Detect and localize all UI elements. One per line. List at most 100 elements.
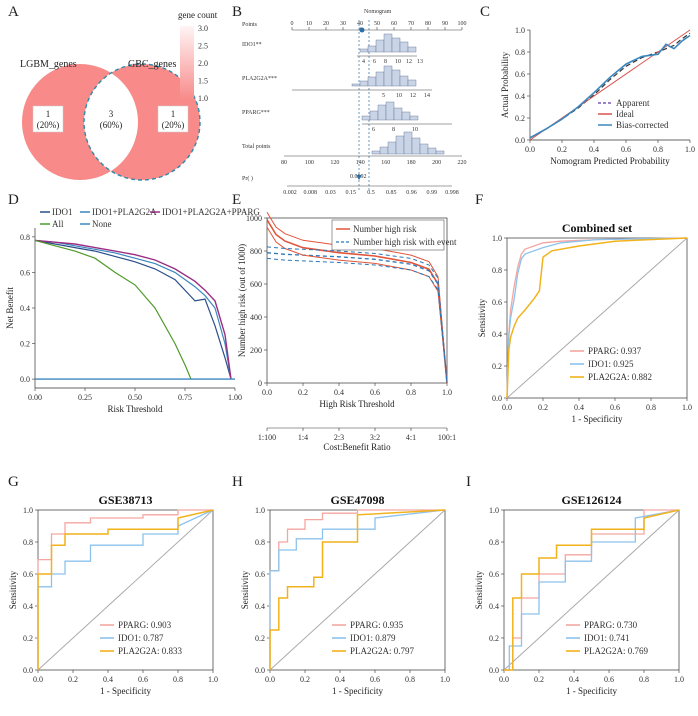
roc-plot-gse38713: 0.0 0.2 0.4 0.6 0.8 1.0 0.0 0.2 0.4 0.6 0.8 1.0 1 - … bbox=[8, 493, 218, 696]
y-tick-label: 0.4 bbox=[23, 602, 33, 611]
y-tick-label: 0.2 bbox=[23, 634, 33, 643]
points-tick-label: 10 bbox=[306, 21, 312, 27]
venn-region-count: 1 bbox=[46, 109, 51, 119]
histogram-bar bbox=[419, 143, 429, 155]
x-tick-label: 0.2 bbox=[68, 675, 78, 684]
prob-tick-label: 0.5 bbox=[367, 190, 375, 196]
y-tick-label: 0.4 bbox=[515, 92, 525, 101]
panel-i: I 0.0 0.2 0.4 0.6 0.8 1.0 0.0 0.2 0.4 0.6 0.8 1.0 1 … bbox=[466, 470, 698, 716]
y-tick-label: 0.8 bbox=[515, 48, 525, 57]
total-tick-label: 200 bbox=[432, 160, 441, 166]
y-tick-label: 1000 bbox=[246, 214, 262, 223]
legend-tick-label: 1.5 bbox=[198, 77, 208, 86]
y-tick-label: 1.0 bbox=[515, 26, 525, 35]
x-tick-label: 0.8 bbox=[173, 675, 183, 684]
histogram-bar bbox=[383, 33, 393, 53]
ido1-tick-label: 8 bbox=[384, 59, 387, 65]
venn-set-label-gbc: GBC_genes bbox=[128, 59, 176, 70]
histogram-bar bbox=[387, 141, 397, 155]
y-tick-label: 0.0 bbox=[515, 136, 525, 145]
x-tick-label: 0.4 bbox=[589, 145, 599, 154]
series-line-pparg bbox=[506, 237, 688, 399]
x-tick-label: 0.0 bbox=[265, 675, 275, 684]
x-tick-label: 0.0 bbox=[33, 675, 43, 684]
prob-tick-label: 0.96 bbox=[406, 190, 417, 196]
venn-region-count: 1 bbox=[171, 109, 176, 119]
points-tick-label: 70 bbox=[408, 21, 414, 27]
points-tick-label: 60 bbox=[391, 21, 397, 27]
legend-label: PLA2G2A: 0.833 bbox=[118, 646, 183, 656]
x-axis-label: 1 - Specificity bbox=[332, 686, 383, 696]
calibration-plot: 0.0 0.2 0.4 0.6 0.8 1.0 0.0 0.2 0.4 0.6 0.8 1.0 Nomo… bbox=[500, 26, 695, 166]
y-tick-label: 0.6 bbox=[255, 570, 265, 579]
x-tick-label: 0.2 bbox=[300, 675, 310, 684]
x-tick-label: 1.0 bbox=[440, 675, 450, 684]
legend-label: IDO1: 0.787 bbox=[118, 633, 164, 643]
legend-tick-label: 3.0 bbox=[198, 24, 208, 33]
series-line-ido1 bbox=[269, 509, 446, 670]
roc-plot-gse126124: 0.0 0.2 0.4 0.6 0.8 1.0 0.0 0.2 0.4 0.6 0.8 1.0 1 - … bbox=[474, 493, 684, 696]
total-tick-label: 100 bbox=[305, 160, 314, 166]
histogram-bar bbox=[359, 80, 369, 87]
x-tick-label: 0.6 bbox=[604, 675, 614, 684]
y-tick-label: 0.4 bbox=[20, 304, 30, 313]
x-axis-label: Nomogram Predicted Probability bbox=[550, 156, 670, 166]
y-tick-label: 0.6 bbox=[20, 268, 30, 277]
x-axis-label: 1 - Specificity bbox=[100, 686, 151, 696]
panel-label: G bbox=[8, 474, 19, 490]
panel-a: A LGBM_genes GBC_genes 1 (20%) 3 (60%) 1… bbox=[0, 0, 230, 225]
clinical-impact-curve: 0.0 0.2 0.4 0.6 0.8 1.0 0 200 400 600 800 1000 High … bbox=[237, 211, 457, 452]
legend-label: All bbox=[52, 219, 64, 229]
histogram-bar bbox=[403, 131, 413, 155]
panel-label: F bbox=[475, 192, 484, 208]
series-line-all bbox=[34, 239, 192, 380]
panel-label: C bbox=[480, 4, 491, 20]
y-tick-label: 0.0 bbox=[23, 666, 33, 675]
x-axis-label: High Risk Threshold bbox=[319, 399, 395, 409]
panel-label: A bbox=[8, 4, 19, 20]
histogram-bar bbox=[391, 69, 401, 87]
panel-label: B bbox=[232, 4, 243, 20]
pparg-tick-label: 8 bbox=[392, 127, 395, 133]
venn-region-pct: (20%) bbox=[37, 120, 60, 130]
ratio-tick-label: 3:2 bbox=[370, 433, 380, 442]
x-tick-label: 0.00 bbox=[28, 393, 42, 402]
nomogram: Points IDO1** PLA2G2A*** PPARG*** Total poin… bbox=[242, 9, 467, 196]
histogram-bar bbox=[427, 147, 437, 155]
legend-label: PPARG: 0.903 bbox=[118, 620, 172, 630]
series-line-number-high-risk-with-event bbox=[266, 252, 448, 384]
prob-tick-label: 0.85 bbox=[386, 190, 397, 196]
prob-tick-label: 0.998 bbox=[445, 190, 459, 196]
histogram-bar bbox=[407, 79, 417, 87]
x-tick-label: 1.0 bbox=[442, 388, 452, 397]
panel-b: B Points IDO1** PLA2G2A*** PPARG*** Total po… bbox=[232, 0, 472, 225]
chart-title: GSE47098 bbox=[330, 493, 384, 507]
x-tick-label: 1.0 bbox=[685, 145, 695, 154]
nomogram-row-label: Pr( ) bbox=[242, 175, 253, 182]
histogram-bar bbox=[399, 75, 409, 87]
plot-frame bbox=[266, 217, 448, 384]
y-axis-label: Net Benefit bbox=[5, 287, 15, 329]
histogram-bar bbox=[391, 37, 401, 53]
panel-label: I bbox=[466, 474, 471, 490]
x-tick-label: 0.0 bbox=[499, 675, 509, 684]
x-tick-label: 0.4 bbox=[569, 675, 579, 684]
x-tick-label: 0.2 bbox=[557, 145, 567, 154]
histogram-bar bbox=[361, 115, 371, 121]
histogram-bar bbox=[411, 137, 421, 155]
series-line-pla2g2a bbox=[504, 509, 680, 671]
decision-curve: 0.00 0.25 0.50 0.75 1.00 0.0 0.2 0.4 0.6 0.8 Risk … bbox=[5, 207, 260, 414]
pparg-tick-label: 6 bbox=[372, 127, 375, 133]
chart-title: GSE38713 bbox=[98, 493, 152, 507]
series-line-bias-corrected bbox=[529, 34, 691, 139]
points-tick-label: 90 bbox=[442, 21, 448, 27]
legend-label: IDO1+PLA2G2A bbox=[92, 207, 157, 217]
histogram-bar bbox=[399, 41, 409, 53]
nomogram-row-label: IDO1** bbox=[242, 42, 262, 48]
y-tick-label: 1.0 bbox=[489, 506, 499, 515]
legend-label: Apparent bbox=[616, 98, 650, 108]
panel-d: D 0.00 0.25 0.50 0.75 1.00 0.0 0.2 0.4 0.6 0.8 Ris… bbox=[0, 188, 260, 414]
legend-label: PPARG: 0.730 bbox=[584, 620, 638, 630]
panel-c: C 0.0 0.2 0.4 0.6 0.8 1.0 0.0 0.2 0.4 0.6 0.8 1.0 No… bbox=[480, 0, 698, 195]
x-tick-label: 0.0 bbox=[525, 145, 535, 154]
